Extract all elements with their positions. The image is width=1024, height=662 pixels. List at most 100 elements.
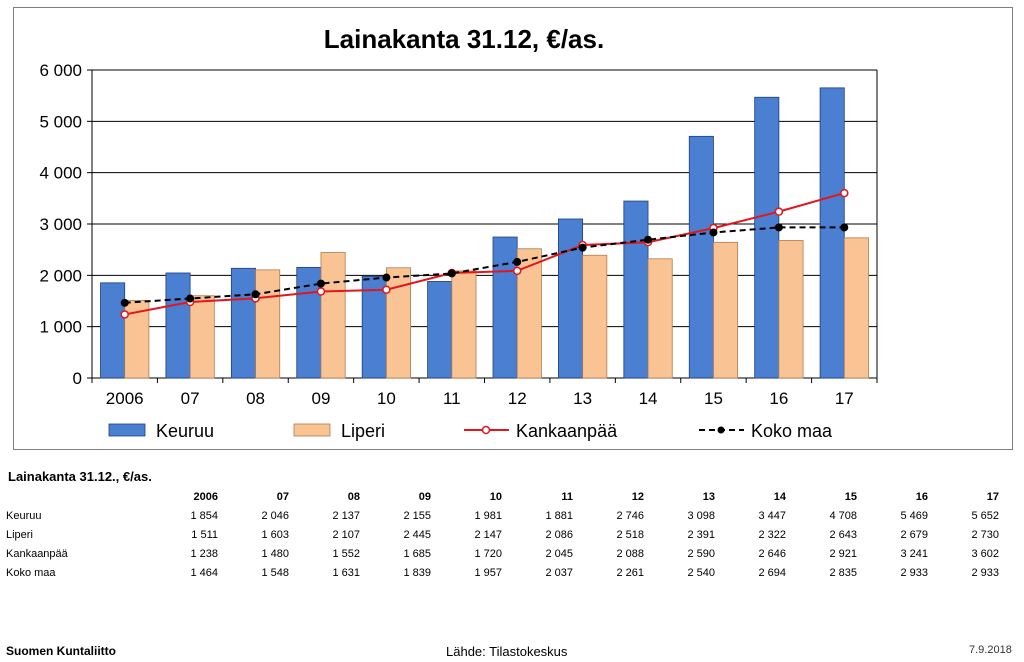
- table-cell: 2 518: [616, 528, 644, 541]
- table-cell: 1 720: [474, 547, 502, 560]
- bar-liperi-07: [189, 295, 215, 379]
- point-kankaanpaa-17: [840, 188, 849, 198]
- table-cell: 5 652: [971, 509, 999, 522]
- table-row: Kankaanpää 1 238 1 480 1 552 1 685 1 720 2 045…: [6, 544, 999, 563]
- table-cell: 1 881: [545, 509, 573, 522]
- data-table: 2006 07 08 09 10 11 12 13 14 15 16 17 Keuruu 1 854 2 …: [6, 487, 999, 582]
- table-header-cell: 12: [631, 490, 644, 503]
- chart-title: Lainakanta 31.12, €/as.: [324, 24, 604, 54]
- table-row: Keuruu 1 854 2 046 2 137 2 155 1 981 1 881 2 74…: [6, 506, 999, 525]
- legend-label-koko-maa: Koko maa: [751, 421, 833, 441]
- bar-keuruu-08: [230, 267, 256, 379]
- table-cell: 1 839: [403, 566, 431, 579]
- table-cell: 1 464: [190, 566, 218, 579]
- table-cell: 5 469: [900, 509, 928, 522]
- table-cell: 1 957: [474, 566, 502, 579]
- table-cell: 2 045: [545, 547, 573, 560]
- table-cell: 1 548: [261, 566, 289, 579]
- table-cell: 2 933: [971, 566, 999, 579]
- bar-liperi-11: [451, 270, 477, 379]
- table-cell: 1 238: [190, 547, 218, 560]
- table-cell: 1 685: [403, 547, 431, 560]
- table-row-label: Keuruu: [6, 509, 42, 522]
- legend-swatch-keuruu: [108, 423, 146, 437]
- table-cell: 1 511: [191, 528, 218, 541]
- bar-liperi-13: [582, 254, 608, 379]
- table-cell: 1 552: [332, 547, 360, 560]
- legend-label-liperi: Liperi: [341, 421, 385, 441]
- x-tick-label: 09: [311, 389, 330, 408]
- table-row: Koko maa 1 464 1 548 1 631 1 839 1 957 2 037 2 …: [6, 563, 999, 582]
- point-kankaanpaa-12: [512, 266, 522, 276]
- line-koko-maa: [124, 226, 845, 304]
- bar-keuruu-07: [165, 272, 191, 379]
- table-header-cell: 10: [489, 490, 502, 503]
- point-kankaanpaa-10: [382, 285, 391, 294]
- legend-label-kankaanpaa: Kankaanpää: [516, 421, 618, 441]
- table-header-cell: 07: [276, 490, 289, 503]
- footer-date: 7.9.2018: [969, 644, 1012, 656]
- table-cell: 2 730: [971, 528, 999, 541]
- point-kankaanpaa-16: [774, 207, 784, 216]
- point-koko-maa-12: [513, 257, 522, 266]
- y-tick-label: 1 000: [39, 318, 82, 337]
- chart-svg: 0 1 000 2 000 3 000 4 000 5 000 6 000 2006 07 08 0…: [39, 24, 878, 441]
- table-cell: 1 631: [332, 566, 360, 579]
- table-header-cell: 13: [702, 490, 715, 503]
- bar-keuruu-12: [492, 236, 518, 379]
- table-header-cell: 09: [418, 490, 431, 503]
- table-header-cell: 11: [561, 490, 573, 503]
- table-cell: 1 854: [190, 509, 218, 522]
- table-cell: 2 086: [545, 528, 573, 541]
- legend-swatch-liperi: [293, 423, 331, 437]
- table-cell: 4 708: [829, 509, 857, 522]
- point-koko-maa-11: [447, 269, 456, 278]
- bar-keuruu-16: [754, 96, 780, 379]
- table-cell: 1 480: [261, 547, 289, 560]
- point-kankaanpaa-09: [316, 287, 326, 296]
- bar-keuruu-17: [819, 87, 845, 379]
- table-cell: 1 603: [261, 528, 289, 541]
- table-cell: 2 088: [616, 547, 644, 560]
- table-header-cell: 2006: [193, 490, 218, 503]
- x-tick-label: 07: [181, 389, 200, 408]
- table-header-blank: [6, 487, 171, 506]
- x-tick-label: 11: [443, 389, 461, 408]
- table-header-cell: 08: [347, 490, 360, 503]
- bar-liperi-14: [647, 258, 673, 379]
- table-body: Keuruu 1 854 2 046 2 137 2 155 1 981 1 881 2 74…: [6, 506, 999, 582]
- point-koko-maa-2006: [120, 298, 129, 307]
- x-tick-label: 15: [704, 389, 723, 408]
- point-koko-maa-08: [251, 290, 260, 299]
- table-cell: 2 261: [616, 566, 644, 579]
- bar-liperi-08: [255, 269, 281, 379]
- table-cell: 2 445: [403, 528, 431, 541]
- bar-keuruu-2006: [100, 282, 126, 379]
- table-cell: 3 602: [971, 547, 999, 560]
- bar-keuruu-13: [558, 218, 584, 379]
- table-cell: 2 933: [900, 566, 928, 579]
- bar-liperi-09: [320, 252, 346, 379]
- point-koko-maa-10: [382, 273, 391, 282]
- table-cell: 3 098: [687, 509, 715, 522]
- legend-label-keuruu: Keuruu: [156, 421, 214, 441]
- table-title: Lainakanta 31.12., €/as.: [8, 469, 152, 484]
- x-tick-label: 13: [573, 389, 592, 408]
- x-tick-label: 08: [246, 389, 265, 408]
- table-cell: 3 241: [900, 547, 928, 560]
- x-tick-label: 12: [508, 389, 527, 408]
- chart-frame: 0 1 000 2 000 3 000 4 000 5 000 6 000 2006 07 08 0…: [13, 7, 1013, 450]
- table-header-cell: 17: [986, 490, 999, 503]
- bar-keuruu-11: [427, 281, 453, 379]
- bar-liperi-15: [713, 241, 739, 379]
- table-cell: 2 643: [829, 528, 857, 541]
- y-tick-label: 0: [73, 369, 82, 388]
- table-cell: 2 147: [474, 528, 502, 541]
- y-tick-label: 6 000: [39, 61, 82, 80]
- table-cell: 2 391: [687, 528, 715, 541]
- table-row-label: Koko maa: [6, 566, 56, 579]
- legend-marker-koko-maa: [717, 426, 725, 434]
- table-cell: 2 694: [758, 566, 786, 579]
- bar-keuruu-14: [623, 200, 649, 379]
- table-header-cell: 14: [773, 490, 786, 503]
